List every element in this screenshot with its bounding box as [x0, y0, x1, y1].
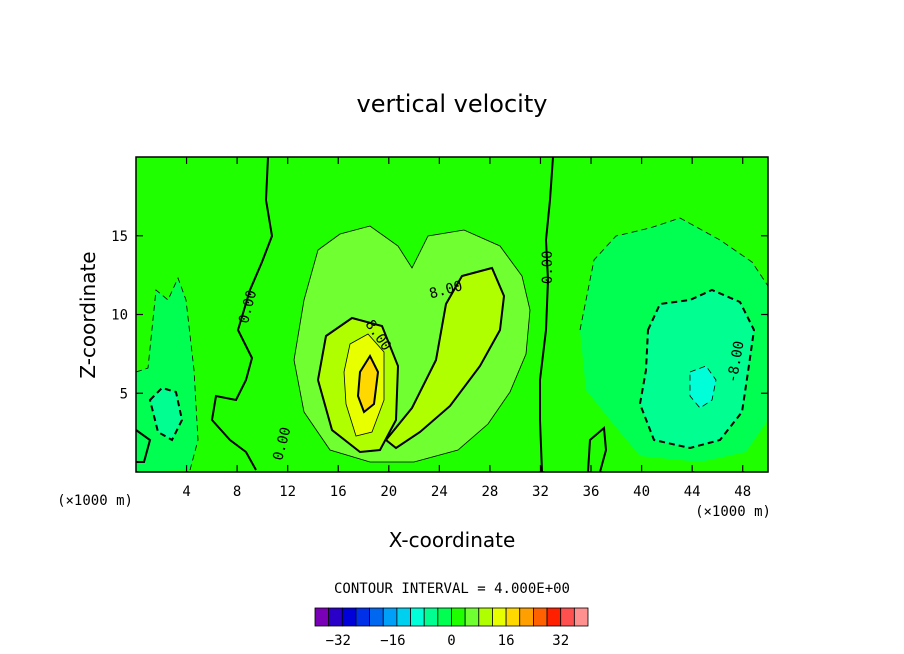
- colorbar-tick-labels: −32 −16 0 16 32: [326, 633, 569, 649]
- colorbar-swatch: [328, 607, 343, 627]
- x-tick-label: 24: [431, 484, 448, 500]
- pos8-line-main: [316, 316, 400, 454]
- zero-contour-small-left: [135, 429, 152, 463]
- x-tick-label: 28: [481, 484, 498, 500]
- colorbar-swatch: [560, 607, 575, 627]
- colorbar-label: 32: [552, 633, 569, 649]
- x-tick-label: 4: [182, 484, 190, 500]
- x-axis-title: X-coordinate: [389, 528, 516, 552]
- colorbar-swatch: [519, 607, 534, 627]
- colorbar-swatch: [369, 607, 384, 627]
- y-tick-label: 10: [111, 308, 128, 324]
- x-unit-label-right: (×1000 m): [695, 504, 771, 520]
- x-tick-label: 16: [330, 484, 347, 500]
- colorbar-swatch: [505, 607, 521, 627]
- colorbar-swatch: [341, 607, 357, 627]
- x-tick-label: 44: [684, 484, 701, 500]
- colorbar-label: 16: [498, 633, 515, 649]
- neg8-line-right: [638, 288, 756, 450]
- chart-title: vertical velocity: [357, 90, 548, 118]
- zero-contour-bottom-right: [587, 425, 608, 473]
- y-axis-title: Z-coordinate: [76, 251, 100, 378]
- x-tick-label: 36: [583, 484, 600, 500]
- colorbar-swatch: [396, 607, 411, 627]
- y-tick-label: 15: [111, 229, 128, 245]
- contour-label: -8.00: [725, 340, 748, 384]
- neg4-line-right: [579, 217, 769, 331]
- contour-label: 0.00: [540, 250, 556, 284]
- x-axis-ticks: 4 8 12 16 20 24 28 32 36 40 44 48: [182, 157, 751, 500]
- colorbar-label: −32: [326, 633, 351, 649]
- x-tick-label: 32: [532, 484, 549, 500]
- colorbar-swatch: [314, 607, 330, 627]
- colorbar-label: 0: [447, 633, 455, 649]
- colorbar-swatch: [492, 607, 507, 627]
- colorbar: [314, 607, 589, 627]
- colorbar-swatch: [355, 607, 371, 627]
- pos12-line: [343, 333, 385, 437]
- pos4-line: [293, 225, 531, 463]
- zero-contour-left: [210, 156, 274, 471]
- colorbar-swatch: [573, 607, 589, 627]
- colorbar-swatch: [437, 607, 452, 627]
- region-neg12-right: [690, 366, 716, 408]
- plot-area: 0.000.000.008.008.00-8.00: [135, 156, 769, 473]
- colorbar-swatch: [382, 607, 398, 627]
- x-tick-label: 8: [233, 484, 241, 500]
- region-neg8-right: [640, 290, 754, 448]
- x-tick-label: 48: [734, 484, 751, 500]
- colorbar-swatch: [478, 607, 493, 627]
- colorbar-swatch: [423, 607, 439, 627]
- x-tick-label: 12: [279, 484, 296, 500]
- colorbar-swatch: [464, 607, 480, 627]
- neg8-line-left: [148, 386, 184, 442]
- neg4-line-left: [135, 276, 199, 471]
- colorbar-swatch: [451, 607, 466, 627]
- region-neg8-left: [150, 388, 182, 440]
- region-neg4-left: [136, 278, 198, 472]
- contour-lines: [135, 156, 769, 473]
- neg12-line-right: [689, 365, 717, 409]
- colorbar-swatch: [546, 607, 562, 627]
- x-tick-label: 20: [380, 484, 397, 500]
- y-axis-ticks: 5 10 15: [111, 229, 768, 402]
- colorbar-swatch: [410, 607, 425, 627]
- contour-interval-text: CONTOUR INTERVAL = 4.000E+00: [334, 581, 570, 597]
- pos16-line: [356, 353, 380, 414]
- colorbar-label: −16: [380, 633, 405, 649]
- zero-contour-right: [539, 156, 554, 473]
- pos8-line-arm: [384, 266, 506, 450]
- x-tick-label: 40: [633, 484, 650, 500]
- x-unit-label-left: (×1000 m): [57, 493, 133, 509]
- colorbar-swatch: [533, 607, 548, 627]
- y-tick-label: 5: [120, 386, 128, 402]
- region-pos16: [358, 356, 378, 412]
